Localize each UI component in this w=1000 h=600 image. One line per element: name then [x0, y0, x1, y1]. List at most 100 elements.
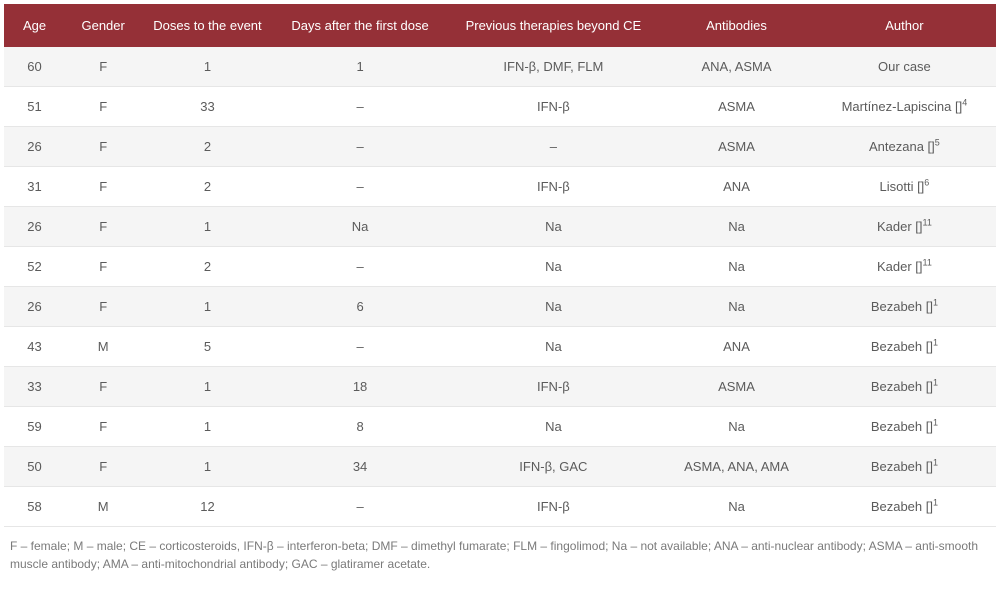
- table-header: Age Gender Doses to the event Days after…: [4, 4, 996, 47]
- cell-gender: F: [65, 167, 141, 207]
- author-sup: 1: [933, 338, 938, 348]
- cell-ab: ANA, ASMA: [660, 47, 813, 87]
- col-days: Days after the first dose: [274, 4, 447, 47]
- table-row: 26F2––ASMAAntezana []5: [4, 127, 996, 167]
- cell-gender: F: [65, 87, 141, 127]
- col-prev: Previous therapies beyond CE: [447, 4, 661, 47]
- cell-days: –: [274, 487, 447, 527]
- cell-age: 58: [4, 487, 65, 527]
- col-ab: Antibodies: [660, 4, 813, 47]
- cell-prev: IFN-β: [447, 487, 661, 527]
- cell-days: 6: [274, 287, 447, 327]
- cell-days: –: [274, 87, 447, 127]
- cell-doses: 2: [141, 247, 273, 287]
- cell-gender: F: [65, 207, 141, 247]
- cell-age: 26: [4, 287, 65, 327]
- author-sup: 1: [933, 378, 938, 388]
- data-table: Age Gender Doses to the event Days after…: [4, 4, 996, 527]
- cell-age: 52: [4, 247, 65, 287]
- table-body: 60F11IFN-β, DMF, FLMANA, ASMAOur case51F…: [4, 47, 996, 527]
- cell-doses: 1: [141, 287, 273, 327]
- cell-doses: 12: [141, 487, 273, 527]
- cell-age: 26: [4, 127, 65, 167]
- cell-doses: 1: [141, 407, 273, 447]
- cell-gender: M: [65, 487, 141, 527]
- cell-prev: IFN-β: [447, 167, 661, 207]
- table-row: 26F16NaNaBezabeh []1: [4, 287, 996, 327]
- cell-days: 8: [274, 407, 447, 447]
- cell-ab: Na: [660, 287, 813, 327]
- cell-age: 60: [4, 47, 65, 87]
- cell-gender: F: [65, 127, 141, 167]
- cell-prev: IFN-β: [447, 87, 661, 127]
- cell-doses: 5: [141, 327, 273, 367]
- col-author: Author: [813, 4, 996, 47]
- cell-author: Kader []11: [813, 207, 996, 247]
- table-row: 33F118IFN-βASMABezabeh []1: [4, 367, 996, 407]
- table-row: 60F11IFN-β, DMF, FLMANA, ASMAOur case: [4, 47, 996, 87]
- cell-author: Bezabeh []1: [813, 327, 996, 367]
- cell-author: Bezabeh []1: [813, 407, 996, 447]
- author-sup: 4: [962, 98, 967, 108]
- cell-doses: 1: [141, 367, 273, 407]
- cell-doses: 2: [141, 167, 273, 207]
- cell-gender: F: [65, 287, 141, 327]
- author-sup: 1: [933, 458, 938, 468]
- cell-ab: ASMA, ANA, AMA: [660, 447, 813, 487]
- cell-gender: F: [65, 407, 141, 447]
- cell-gender: F: [65, 247, 141, 287]
- table-row: 59F18NaNaBezabeh []1: [4, 407, 996, 447]
- cell-gender: F: [65, 367, 141, 407]
- cell-author: Martínez-Lapiscina []4: [813, 87, 996, 127]
- cell-prev: Na: [447, 247, 661, 287]
- cell-prev: –: [447, 127, 661, 167]
- author-sup: 5: [935, 138, 940, 148]
- table-container: Age Gender Doses to the event Days after…: [4, 4, 996, 573]
- cell-doses: 1: [141, 447, 273, 487]
- cell-prev: Na: [447, 327, 661, 367]
- cell-prev: Na: [447, 287, 661, 327]
- cell-prev: IFN-β, GAC: [447, 447, 661, 487]
- cell-days: –: [274, 247, 447, 287]
- cell-author: Bezabeh []1: [813, 287, 996, 327]
- cell-age: 50: [4, 447, 65, 487]
- table-row: 26F1NaNaNaKader []11: [4, 207, 996, 247]
- cell-days: 1: [274, 47, 447, 87]
- col-age: Age: [4, 4, 65, 47]
- cell-author: Bezabeh []1: [813, 487, 996, 527]
- cell-gender: F: [65, 47, 141, 87]
- cell-age: 43: [4, 327, 65, 367]
- cell-doses: 2: [141, 127, 273, 167]
- cell-prev: Na: [447, 207, 661, 247]
- cell-age: 33: [4, 367, 65, 407]
- cell-days: –: [274, 327, 447, 367]
- cell-ab: ASMA: [660, 367, 813, 407]
- cell-author: Bezabeh []1: [813, 367, 996, 407]
- cell-ab: ANA: [660, 327, 813, 367]
- cell-ab: ASMA: [660, 87, 813, 127]
- cell-days: 18: [274, 367, 447, 407]
- cell-doses: 33: [141, 87, 273, 127]
- table-row: 51F33–IFN-βASMAMartínez-Lapiscina []4: [4, 87, 996, 127]
- table-row: 31F2–IFN-βANALisotti []6: [4, 167, 996, 207]
- cell-ab: ANA: [660, 167, 813, 207]
- col-doses: Doses to the event: [141, 4, 273, 47]
- cell-age: 31: [4, 167, 65, 207]
- cell-days: Na: [274, 207, 447, 247]
- author-sup: 6: [924, 178, 929, 188]
- cell-author: Kader []11: [813, 247, 996, 287]
- cell-gender: F: [65, 447, 141, 487]
- cell-doses: 1: [141, 207, 273, 247]
- table-row: 50F134IFN-β, GACASMA, ANA, AMABezabeh []…: [4, 447, 996, 487]
- author-sup: 1: [933, 418, 938, 428]
- cell-days: 34: [274, 447, 447, 487]
- cell-ab: ASMA: [660, 127, 813, 167]
- footnote: F – female; M – male; CE – corticosteroi…: [4, 527, 996, 573]
- cell-ab: Na: [660, 487, 813, 527]
- cell-ab: Na: [660, 407, 813, 447]
- cell-prev: IFN-β: [447, 367, 661, 407]
- cell-age: 51: [4, 87, 65, 127]
- author-sup: 1: [933, 298, 938, 308]
- cell-age: 26: [4, 207, 65, 247]
- cell-author: Antezana []5: [813, 127, 996, 167]
